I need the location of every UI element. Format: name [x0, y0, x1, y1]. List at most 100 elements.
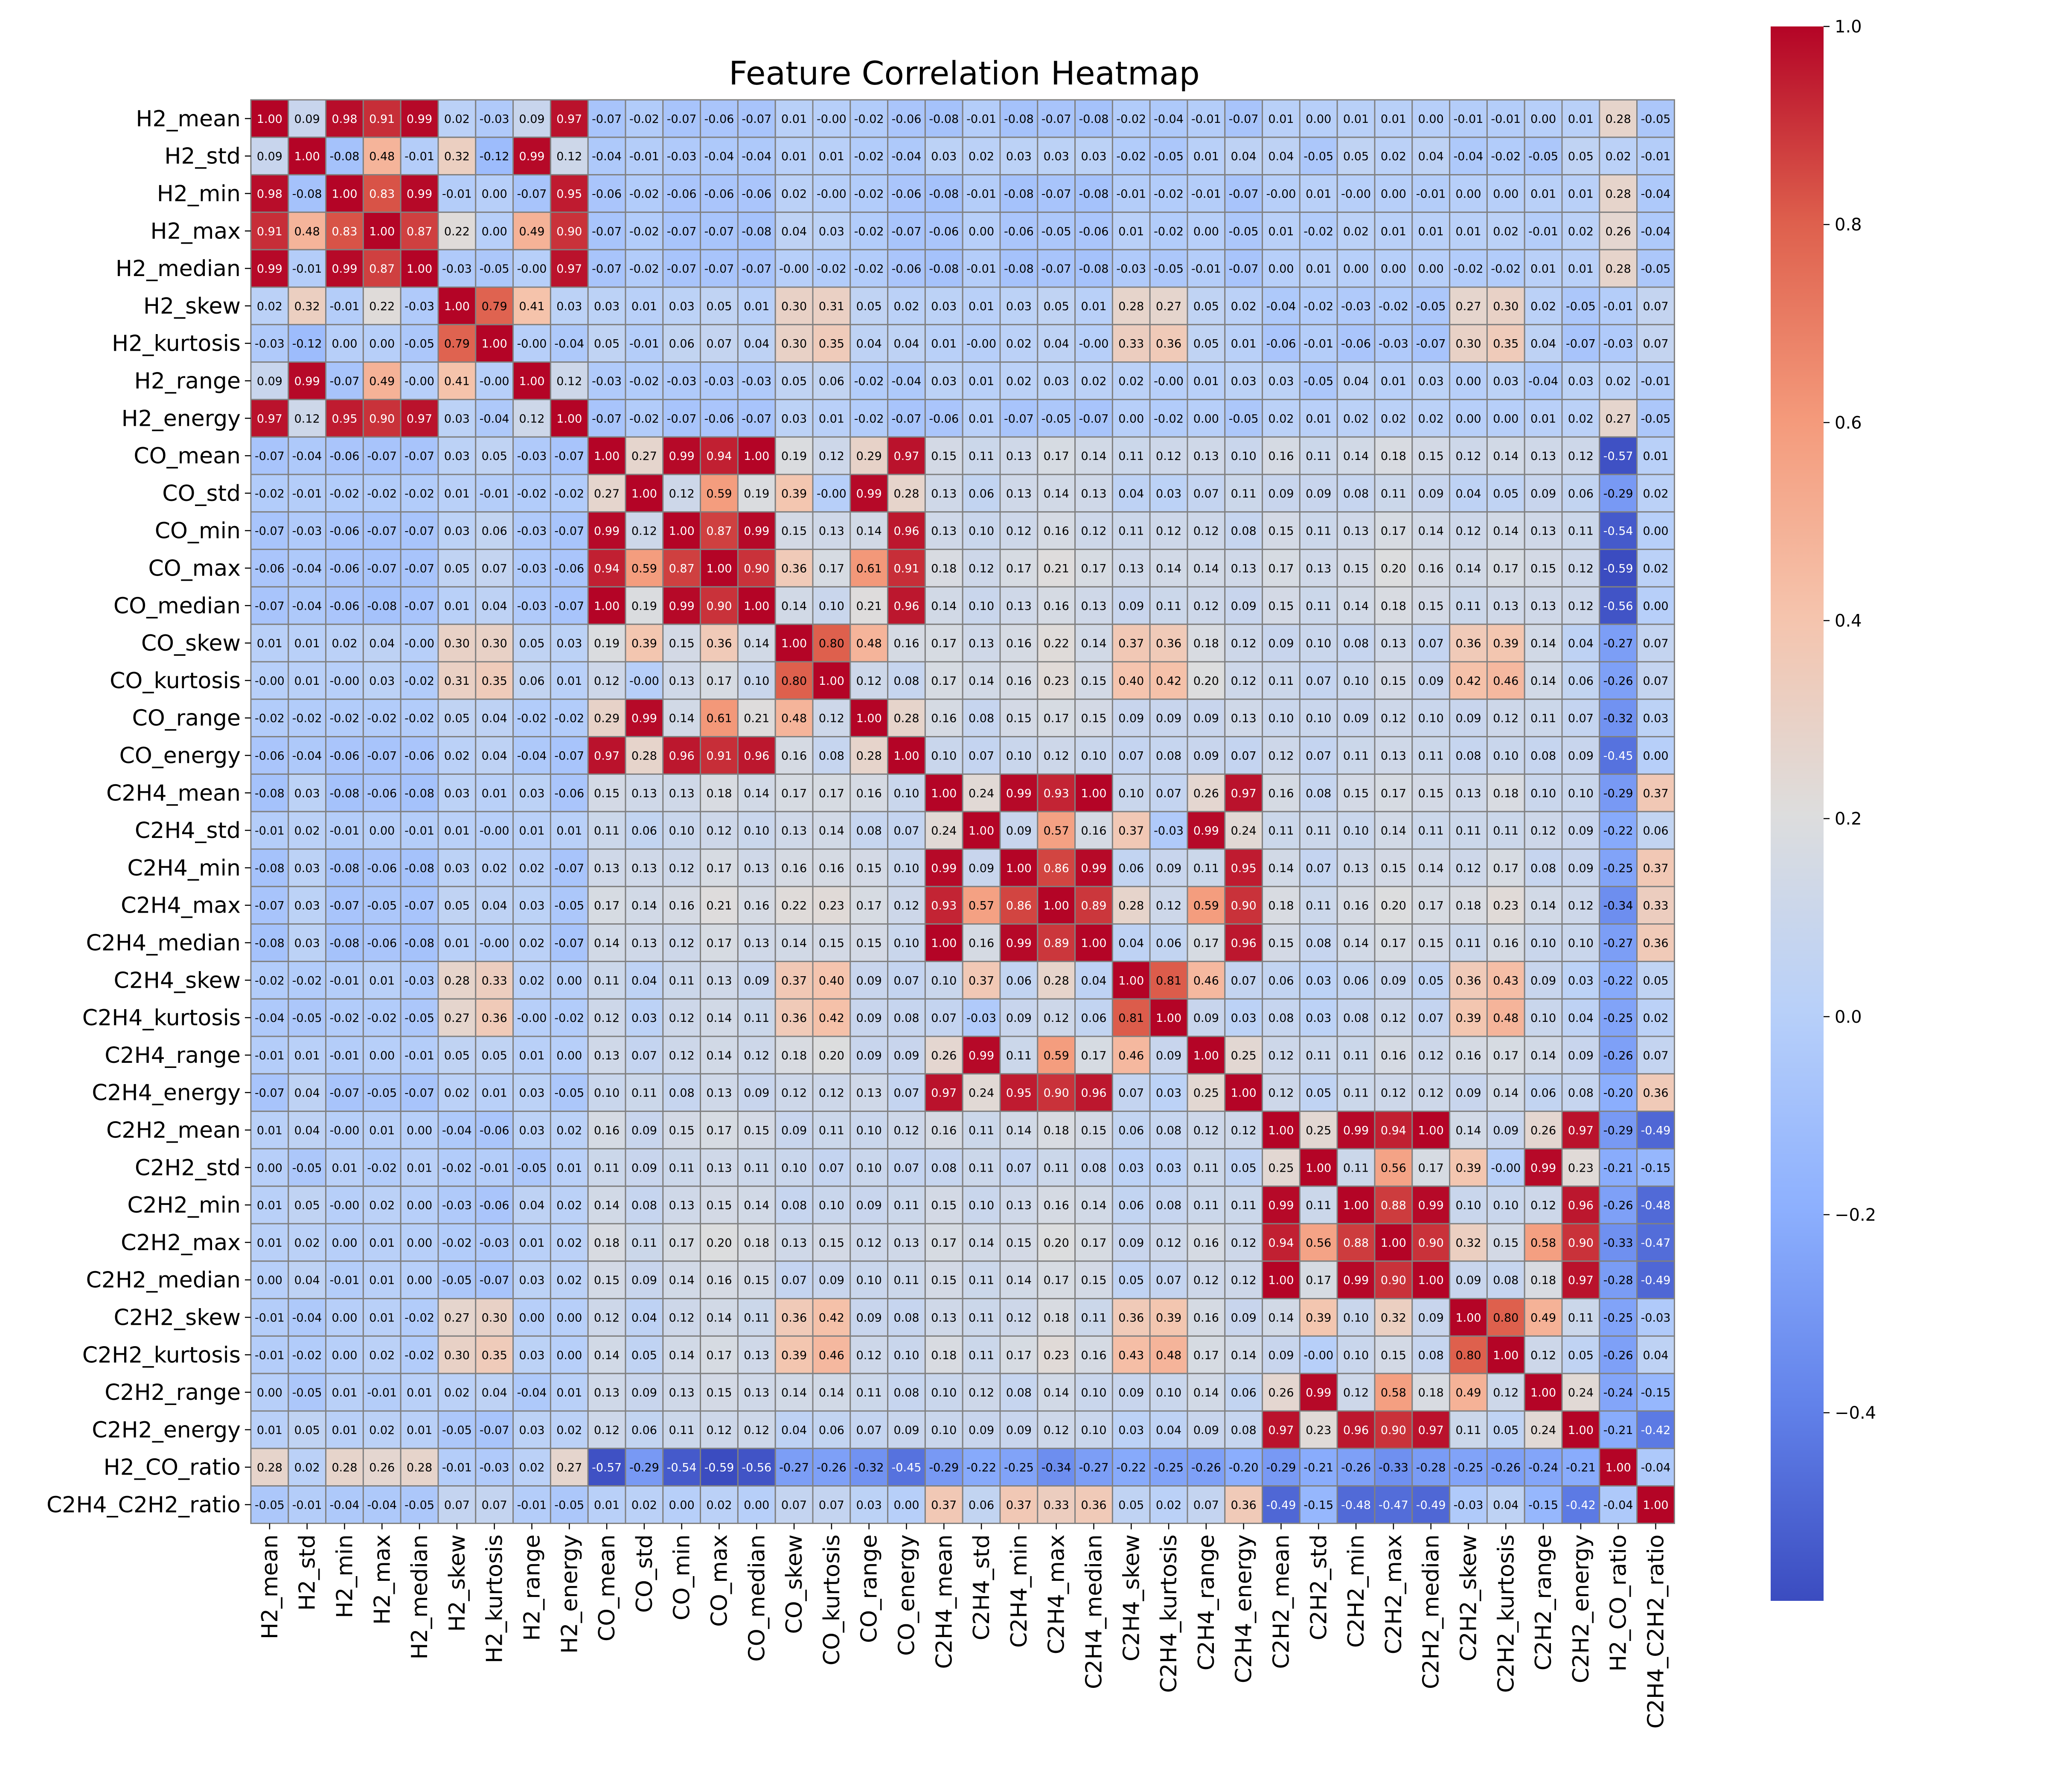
cell-value-label: -0.21: [1303, 1461, 1333, 1475]
cell-value-label: 0.02: [1643, 562, 1668, 576]
cell-value-label: -0.05: [442, 1424, 472, 1437]
cell-value-label: 1.00: [1081, 937, 1106, 950]
heatmap-cell: [437, 174, 477, 213]
heatmap-cell: [475, 324, 514, 363]
heatmap-cell: [887, 211, 926, 250]
cell-value-label: -0.01: [292, 1499, 322, 1512]
cell-value-label: 0.35: [482, 675, 507, 688]
cell-value-label: -0.00: [330, 1124, 360, 1137]
cell-value-label: 0.06: [631, 1424, 657, 1437]
cell-value-label: 0.12: [744, 1424, 769, 1437]
cell-value-label: 0.27: [631, 450, 657, 463]
cell-value-label: 0.96: [1231, 937, 1257, 950]
cell-value-label: 0.00: [1455, 375, 1481, 388]
cell-value-label: 0.16: [1081, 824, 1106, 838]
heatmap-cell: [1037, 324, 1076, 363]
cell-value-label: 0.07: [856, 1424, 882, 1437]
x-tick-label: C2H4_range: [1194, 1534, 1219, 1670]
cell-value-label: 0.99: [1006, 787, 1032, 800]
cell-value-label: -0.02: [404, 712, 434, 725]
cell-value-label: 0.00: [1118, 412, 1144, 425]
cell-value-label: -0.02: [1491, 262, 1521, 276]
cell-value-label: -0.05: [1641, 412, 1671, 425]
cell-value-label: -0.07: [255, 525, 285, 538]
cell-value-label: 0.01: [519, 1049, 544, 1062]
cell-value-label: 0.10: [819, 1199, 844, 1212]
cell-value-label: 0.01: [931, 337, 957, 351]
cell-value-label: 1.00: [744, 599, 769, 613]
cell-value-label: -0.06: [592, 188, 622, 201]
cell-value-label: 0.11: [594, 824, 620, 838]
cell-value-label: 0.97: [1568, 1124, 1594, 1137]
cell-value-label: 0.00: [482, 225, 507, 238]
cell-value-label: 0.09: [781, 1124, 807, 1137]
cell-value-label: -0.06: [1079, 225, 1109, 238]
cell-value-label: -0.00: [517, 262, 547, 276]
cell-value-label: 0.00: [1455, 412, 1481, 425]
cell-value-label: 0.17: [1044, 450, 1069, 463]
cell-value-label: 1.00: [1081, 787, 1106, 800]
cell-value-label: 0.99: [1006, 937, 1032, 950]
cell-value-label: -0.00: [817, 487, 847, 500]
cell-value-label: -0.04: [1641, 188, 1671, 201]
cell-value-label: -0.25: [1603, 1012, 1633, 1025]
cell-value-label: 0.09: [1455, 1087, 1481, 1100]
cell-value-label: 0.42: [819, 1312, 844, 1325]
cell-value-label: 0.14: [594, 1199, 620, 1212]
cell-value-label: 0.49: [519, 225, 544, 238]
cell-value-label: 0.14: [1530, 899, 1556, 913]
cell-value-label: 0.01: [369, 974, 395, 987]
cell-value-label: 0.12: [893, 899, 919, 913]
cell-value-label: 0.17: [1418, 899, 1444, 913]
cell-value-label: -0.07: [404, 599, 434, 613]
cell-value-label: 0.13: [893, 1236, 919, 1250]
cell-value-label: -0.05: [367, 899, 397, 913]
cell-value-label: 0.13: [1193, 450, 1219, 463]
cell-value-label: 1.00: [1455, 1312, 1481, 1325]
cell-value-label: 0.14: [669, 712, 695, 725]
cell-value-label: 0.17: [706, 1124, 732, 1137]
cell-value-label: -0.01: [966, 188, 996, 201]
heatmap-cell: [1411, 174, 1451, 213]
cell-value-label: 1.00: [519, 375, 544, 388]
cell-value-label: -0.12: [480, 150, 509, 163]
cell-value-label: 0.11: [1306, 824, 1331, 838]
heatmap-cell: [700, 137, 739, 176]
cell-value-label: -0.08: [255, 862, 285, 875]
cell-value-label: 0.05: [706, 300, 732, 313]
cell-value-label: 0.05: [1193, 300, 1219, 313]
cell-value-label: 1.00: [781, 637, 807, 650]
x-tick-label: C2H2_skew: [1456, 1534, 1482, 1661]
cell-value-label: 0.12: [1268, 1049, 1294, 1062]
cell-value-label: 0.33: [1643, 899, 1668, 913]
heatmap-cell: [550, 249, 589, 288]
cell-value-label: -0.03: [1154, 824, 1184, 838]
cell-value-label: 0.13: [1381, 750, 1406, 763]
cell-value-label: 0.30: [482, 1312, 507, 1325]
heatmap-cell: [1187, 249, 1226, 288]
cell-value-label: 0.15: [931, 1199, 957, 1212]
cell-value-label: 0.57: [1044, 824, 1069, 838]
cell-value-label: 0.26: [369, 1461, 395, 1475]
cell-value-label: 0.02: [444, 1087, 470, 1100]
cell-value-label: 0.96: [1343, 1424, 1369, 1437]
cell-value-label: 0.01: [1530, 262, 1556, 276]
cell-value-label: -0.00: [480, 824, 509, 838]
cell-value-label: 0.10: [1343, 1349, 1369, 1362]
cell-value-label: 0.04: [1643, 1349, 1668, 1362]
cell-value-label: 0.18: [1493, 787, 1519, 800]
cell-value-label: 0.11: [631, 1236, 657, 1250]
cell-value-label: 1.00: [1118, 974, 1144, 987]
cell-value-label: 0.10: [1306, 637, 1331, 650]
cell-value-label: 0.00: [1493, 188, 1519, 201]
cell-value-label: 0.05: [519, 637, 544, 650]
cell-value-label: 0.22: [369, 300, 395, 313]
cell-value-label: 1.00: [444, 300, 470, 313]
heatmap-cell: [812, 249, 851, 288]
cell-value-label: 0.22: [1044, 637, 1069, 650]
cell-value-label: 0.10: [1493, 750, 1519, 763]
cell-value-label: 0.12: [819, 450, 844, 463]
cell-value-label: 0.09: [969, 1424, 994, 1437]
cell-value-label: 0.91: [257, 225, 282, 238]
cell-value-label: 0.12: [1156, 899, 1181, 913]
